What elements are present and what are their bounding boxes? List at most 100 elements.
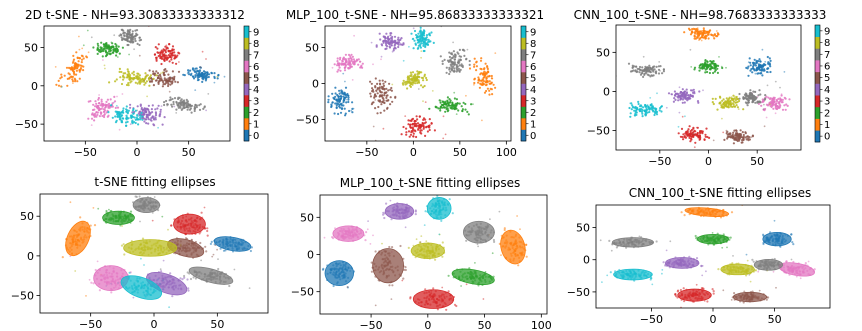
point-class-7: [189, 107, 192, 110]
point-class-1: [479, 59, 483, 62]
point-class-5: [370, 82, 373, 85]
point-class-5: [150, 77, 153, 80]
point-class-9: [119, 116, 122, 119]
point-class-7: [451, 51, 453, 54]
point-class-0: [342, 72, 345, 75]
point-class-7: [189, 105, 192, 108]
point-class-3: [694, 141, 697, 144]
point-class-2: [464, 102, 467, 106]
point-class-7: [455, 70, 458, 73]
point-class-9: [107, 111, 110, 114]
point-class-4: [404, 226, 407, 229]
colorbar-segment: [244, 60, 249, 73]
point-class-1: [57, 79, 60, 82]
point-class-2: [443, 101, 446, 104]
point-class-6: [104, 103, 107, 106]
point-class-6: [765, 95, 768, 98]
point-class-9: [132, 107, 135, 111]
point-class-2: [115, 45, 118, 48]
ellipse-class-2: [102, 210, 135, 225]
point-class-7: [762, 108, 765, 111]
point-class-3: [688, 125, 691, 128]
point-class-6: [97, 98, 100, 101]
y-tick-label: 0: [27, 250, 34, 263]
point-class-5: [391, 100, 394, 103]
point-class-6: [773, 98, 776, 101]
point-class-7: [659, 69, 661, 72]
point-class-6: [777, 97, 780, 100]
point-class-5: [374, 99, 377, 101]
colorbar-tick-label: 9: [530, 27, 536, 38]
point-class-7: [649, 71, 652, 74]
point-class-9: [422, 37, 425, 40]
point-class-3: [699, 130, 702, 133]
point-class-6: [331, 66, 334, 69]
point-class-7: [646, 73, 649, 76]
point-class-3: [430, 122, 433, 125]
point-class-8: [121, 225, 123, 227]
point-class-3: [201, 50, 204, 53]
point-class-3: [416, 118, 419, 121]
point-class-5: [388, 284, 391, 287]
point-class-8: [728, 102, 731, 105]
point-class-9: [131, 115, 135, 118]
point-class-8: [146, 74, 149, 77]
point-class-1: [490, 82, 493, 85]
colorbar-segment: [815, 106, 820, 119]
point-class-6: [766, 104, 770, 107]
point-class-5: [386, 94, 389, 97]
point-class-7: [461, 65, 464, 69]
point-class-2: [439, 109, 442, 112]
point-class-9: [419, 43, 422, 46]
point-class-3: [153, 53, 157, 56]
point-class-7: [183, 274, 186, 278]
point-class-4: [397, 36, 400, 39]
ellipse-class-0: [213, 236, 252, 252]
point-class-5: [160, 77, 163, 80]
point-class-7: [228, 284, 231, 288]
point-class-6: [116, 106, 120, 109]
point-class-6: [98, 115, 101, 118]
point-class-0: [783, 71, 786, 73]
point-class-5: [151, 79, 154, 82]
point-class-5: [157, 81, 160, 84]
point-class-2: [470, 103, 473, 106]
point-class-6: [341, 59, 344, 63]
colorbar-tick-label: 6: [530, 62, 536, 73]
point-class-7: [641, 70, 644, 73]
point-class-7: [165, 99, 168, 103]
point-class-6: [336, 64, 339, 67]
point-class-4: [394, 41, 397, 44]
colorbar-tick-label: 7: [824, 50, 830, 61]
point-class-4: [383, 39, 387, 42]
point-class-5: [744, 136, 747, 139]
point-class-4: [147, 104, 150, 107]
point-class-6: [774, 112, 777, 115]
point-class-3: [170, 224, 173, 227]
point-class-5: [177, 70, 181, 73]
colorbar-segment: [521, 95, 526, 107]
ellipse-class-1: [65, 220, 91, 257]
point-class-7: [453, 62, 456, 65]
point-class-8: [731, 99, 733, 102]
point-class-7: [453, 61, 456, 64]
point-class-0: [347, 98, 350, 101]
point-class-7: [126, 39, 129, 42]
point-class-5: [741, 141, 744, 144]
point-class-6: [360, 64, 363, 67]
point-class-0: [201, 77, 204, 80]
point-class-7: [460, 63, 463, 66]
point-class-7: [132, 39, 135, 42]
point-class-2: [458, 102, 461, 105]
point-class-6: [338, 66, 341, 69]
colorbar-frame: [520, 25, 527, 142]
point-class-6: [93, 119, 96, 122]
point-class-7: [638, 65, 642, 69]
point-class-3: [164, 51, 167, 54]
point-class-8: [146, 95, 149, 98]
point-class-0: [747, 65, 750, 68]
point-class-6: [337, 68, 340, 71]
point-class-2: [704, 62, 707, 65]
point-class-7: [138, 43, 141, 47]
point-class-1: [690, 31, 693, 34]
